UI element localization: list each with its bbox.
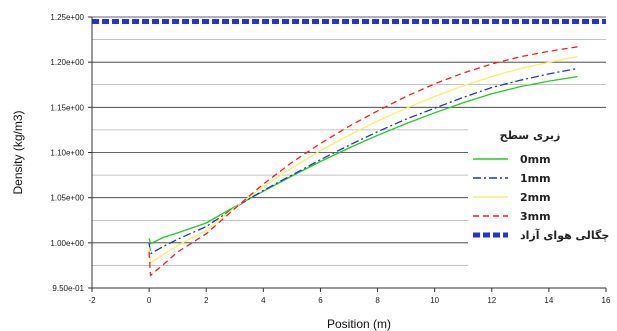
x-tick-label: 4 [261, 296, 266, 305]
x-tick-label: 2 [204, 296, 209, 305]
x-tick-label: 6 [318, 296, 323, 305]
axes [88, 16, 607, 292]
legend-label-4: چگالی هوای آزاد [520, 228, 609, 242]
x-tick-label: -2 [88, 296, 96, 305]
x-axis-title: Position (m) [327, 317, 391, 331]
x-tick-label: 14 [544, 296, 553, 305]
y-tick-label: 1.20e+00 [50, 58, 84, 67]
y-tick-label: 1.10e+00 [50, 149, 84, 158]
y-tick-label: 1.25e+00 [50, 13, 84, 22]
y-axis-title: Density (kg/m3) [11, 110, 25, 194]
legend-label-2: 2mm [520, 191, 551, 204]
series-line-2 [148, 56, 578, 264]
legend: زبری سطح 0mm 1mm 2mm 3mm چگالی هوای آزاد [468, 125, 609, 267]
grid-lines [92, 16, 606, 289]
y-tick-label: 1.15e+00 [50, 103, 84, 112]
legend-background [468, 125, 606, 267]
x-tick-label: 16 [602, 296, 611, 305]
x-tick-label: 12 [487, 296, 496, 305]
y-tick-label: 9.50e-01 [52, 284, 84, 293]
series-lines [92, 19, 606, 277]
legend-label-0: 0mm [520, 153, 551, 166]
legend-label-3: 3mm [520, 210, 551, 223]
y-tick-label: 1.00e+00 [50, 239, 84, 248]
series-line-1 [148, 67, 578, 255]
y-tick-label: 1.05e+00 [50, 194, 84, 203]
series-line-0 [148, 75, 578, 245]
x-tick-label: 0 [147, 296, 152, 305]
series-line-3 [148, 46, 578, 277]
x-tick-label: 8 [375, 296, 380, 305]
tick-labels: 9.50e-01 1.00e+00 1.05e+00 1.10e+00 1.15e+00… [50, 13, 611, 305]
x-tick-label: 10 [430, 296, 439, 305]
legend-title: زبری سطح [500, 129, 561, 142]
legend-label-1: 1mm [520, 172, 551, 185]
